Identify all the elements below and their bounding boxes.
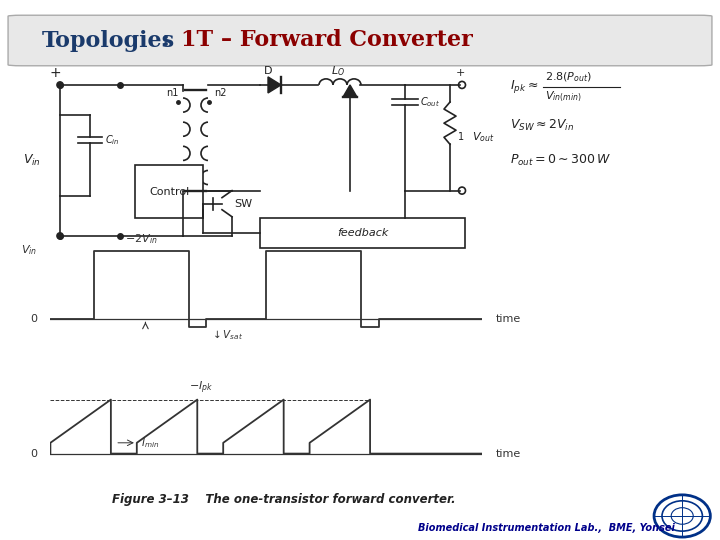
Text: :: : (153, 30, 177, 51)
Text: $I_{min}$: $I_{min}$ (141, 436, 159, 450)
Text: +: + (49, 66, 60, 80)
Text: SW: SW (234, 199, 252, 208)
Text: $V_{out}$: $V_{out}$ (472, 130, 495, 144)
Text: $2.8(P_{out})$: $2.8(P_{out})$ (545, 70, 592, 84)
Text: feedback: feedback (337, 228, 388, 238)
Text: $P_{out} = 0 \sim 300\,W$: $P_{out} = 0 \sim 300\,W$ (510, 153, 611, 168)
Text: $V_{in(min)}$: $V_{in(min)}$ (545, 90, 582, 104)
Text: $-2V_{in}$: $-2V_{in}$ (125, 232, 158, 246)
Text: 1: 1 (458, 132, 464, 142)
Text: time: time (495, 449, 521, 458)
Text: +: + (455, 68, 464, 78)
FancyBboxPatch shape (260, 218, 465, 248)
Text: Topologies: Topologies (42, 30, 175, 51)
FancyBboxPatch shape (8, 15, 712, 66)
Text: 0: 0 (30, 449, 37, 458)
Text: 1T – Forward Converter: 1T – Forward Converter (181, 30, 472, 51)
Text: $C_{out}$: $C_{out}$ (420, 95, 440, 109)
Text: D: D (264, 66, 272, 76)
Text: n2: n2 (214, 88, 226, 98)
Text: Biomedical Instrumentation Lab.,  BME, Yonsei: Biomedical Instrumentation Lab., BME, Yo… (418, 523, 675, 533)
Text: $V_{SW} \approx 2V_{in}$: $V_{SW} \approx 2V_{in}$ (510, 118, 575, 133)
Text: Figure 3–13    The one-transistor forward converter.: Figure 3–13 The one-transistor forward c… (112, 493, 455, 506)
Text: time: time (495, 314, 521, 324)
Text: $-I_{pk}$: $-I_{pk}$ (189, 379, 214, 395)
Text: Control: Control (149, 187, 189, 197)
Text: $C_{in}$: $C_{in}$ (105, 133, 120, 147)
Text: $L_O$: $L_O$ (331, 64, 345, 78)
Text: $I_{pk} \approx$: $I_{pk} \approx$ (510, 78, 539, 96)
Text: n1: n1 (166, 88, 178, 98)
Text: 0: 0 (30, 314, 37, 324)
Polygon shape (268, 77, 281, 93)
Text: $V_{in}$: $V_{in}$ (22, 244, 37, 258)
FancyBboxPatch shape (135, 165, 203, 218)
Text: $V_{in}$: $V_{in}$ (23, 153, 41, 168)
Text: $\downarrow V_{sat}$: $\downarrow V_{sat}$ (210, 328, 243, 342)
Polygon shape (343, 85, 357, 97)
